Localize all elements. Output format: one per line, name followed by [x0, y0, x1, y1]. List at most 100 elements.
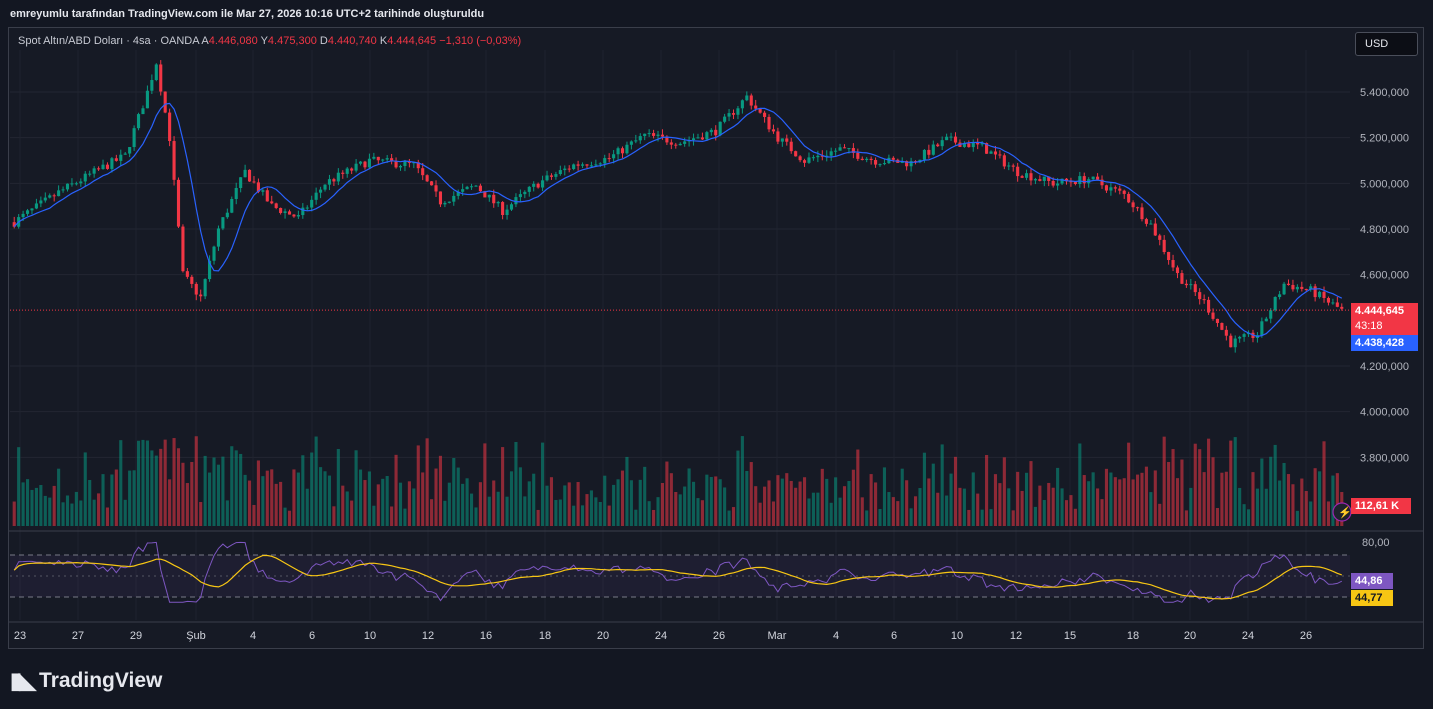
candle-body	[878, 164, 882, 166]
candle-body	[474, 185, 478, 187]
moving-average-line	[13, 102, 1343, 338]
volume-bar	[376, 484, 380, 526]
volume-bar	[478, 482, 482, 526]
candle-body	[332, 179, 336, 182]
candle-body	[358, 161, 363, 164]
volume-bar	[763, 486, 767, 526]
volume-bar	[723, 487, 727, 526]
volume-bar	[1127, 442, 1131, 526]
volume-bar	[1251, 472, 1255, 526]
volume-bar	[945, 495, 949, 526]
time-tick-label: 4	[250, 630, 256, 642]
currency-button[interactable]: USD	[1355, 32, 1418, 56]
volume-bar	[918, 488, 922, 526]
volume-bar	[696, 498, 700, 526]
time-tick-label: 10	[364, 630, 376, 642]
volume-bar	[150, 450, 154, 526]
volume-bar	[168, 479, 172, 526]
time-tick-label: 12	[1010, 630, 1022, 642]
candle-body	[252, 181, 256, 183]
volume-bar	[34, 487, 38, 526]
volume-bar	[1096, 488, 1100, 526]
candle-body	[1282, 283, 1286, 295]
volume-bar	[1224, 471, 1228, 526]
candle-body	[811, 157, 815, 159]
volume-bar	[332, 506, 336, 526]
candle-body	[61, 189, 65, 191]
volume-bar	[434, 468, 438, 526]
candle-body	[1135, 207, 1140, 209]
volume-bar	[456, 467, 460, 526]
volume-bar	[811, 492, 815, 526]
candle-body	[1158, 235, 1162, 240]
candle-body	[398, 165, 403, 168]
candle-body	[30, 208, 34, 211]
volume-bar	[549, 477, 554, 526]
volume-bar	[594, 497, 598, 526]
candle-body	[1069, 181, 1073, 183]
candle-body	[576, 164, 580, 166]
volume-bar	[967, 509, 971, 526]
volume-bar	[430, 499, 434, 526]
volume-bar	[576, 482, 580, 526]
candle-body	[820, 155, 824, 157]
candle-body	[807, 157, 811, 163]
volume-bar	[820, 468, 824, 526]
volume-bar	[1069, 495, 1073, 526]
volume-bar	[421, 472, 425, 526]
candle-body	[838, 147, 842, 151]
volume-bar	[1269, 456, 1273, 526]
volume-bar	[727, 510, 731, 526]
lightning-glyph: ⚡	[1338, 506, 1352, 519]
chart-pane[interactable]	[8, 27, 1424, 649]
candle-body	[376, 156, 380, 161]
volume-bar	[891, 497, 895, 526]
time-axis: 23 27 29 Şub 4 6 10 12 16 18 20 24 26 Mar 4 6 10 12 15 18 20…	[14, 630, 1312, 642]
symbol-legend[interactable]: Spot Altın/ABD Doları · 4sa · OANDA A4.4…	[18, 35, 521, 47]
volume-bar	[603, 475, 607, 526]
volume-bar	[12, 501, 16, 526]
candle-body	[1140, 207, 1144, 220]
volume-bar	[825, 478, 829, 526]
volume-bar	[620, 470, 625, 526]
volume-bar	[1109, 472, 1113, 526]
volume-bar	[776, 475, 780, 526]
volume-bar	[252, 504, 256, 526]
volume-bar	[629, 480, 633, 526]
volume-bar	[718, 479, 722, 526]
volume-bar	[980, 509, 984, 526]
volume-bar	[962, 488, 966, 526]
volume-bar	[878, 508, 882, 526]
volume-tag: 112,61 K	[1351, 498, 1411, 514]
volume-bar	[176, 448, 181, 526]
candle-body	[394, 160, 398, 168]
volume-bar	[643, 466, 647, 526]
volume-bar	[390, 506, 394, 526]
candle-body	[594, 164, 598, 166]
candle-body	[749, 95, 753, 106]
candle-body	[487, 194, 491, 198]
volume-bar	[61, 502, 65, 526]
footer-brand[interactable]: ▮◣ TradingView	[10, 668, 162, 694]
volume-bar	[518, 467, 522, 526]
volume-bar	[1229, 440, 1233, 526]
volume-bar	[141, 439, 145, 526]
candle-body	[128, 147, 132, 154]
volume-bar	[953, 456, 958, 526]
volume-bar	[865, 510, 869, 526]
volume-bar	[572, 505, 576, 526]
candle-body	[1162, 239, 1166, 253]
candle-body	[580, 164, 585, 166]
volume-bar	[1064, 500, 1069, 526]
volume-bar	[789, 480, 793, 526]
candle-body	[390, 158, 394, 161]
volume-bar	[292, 469, 296, 526]
volume-bar	[802, 477, 807, 526]
candle-body	[97, 168, 101, 170]
candle-body	[372, 156, 376, 159]
candle-body	[367, 158, 371, 168]
volume-bar	[794, 487, 798, 526]
candlesticks	[12, 60, 1344, 353]
candle-body	[1171, 260, 1175, 268]
